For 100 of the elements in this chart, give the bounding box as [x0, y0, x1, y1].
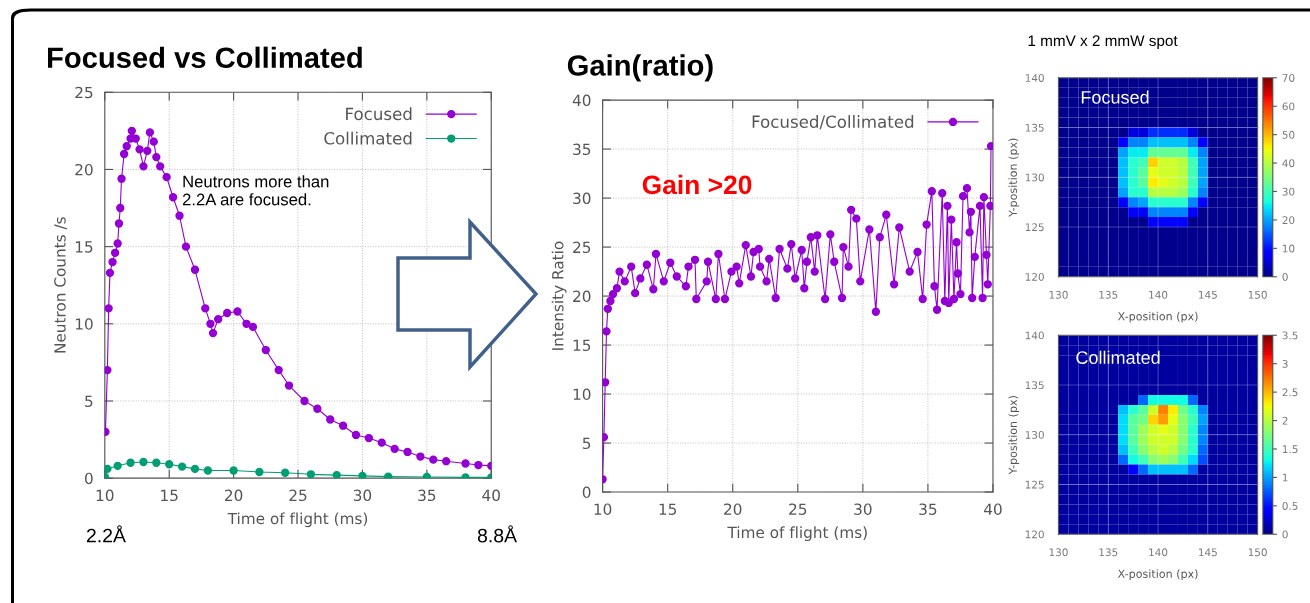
- x-tick-label: 135: [1099, 290, 1118, 299]
- point: [274, 365, 283, 375]
- point: [364, 433, 374, 443]
- x-axis-title: Time of flight (ms): [227, 512, 368, 528]
- point: [145, 128, 155, 137]
- point: [190, 265, 200, 274]
- point: [429, 455, 438, 464]
- color-bar-label: 2.5: [1282, 388, 1298, 397]
- color-bar-label: 40: [1282, 159, 1295, 168]
- point: [104, 304, 113, 313]
- y-tick-label: 120: [1025, 530, 1044, 539]
- point: [280, 468, 290, 477]
- y-tick-label: 0: [84, 472, 93, 485]
- point: [201, 304, 210, 313]
- point: [284, 381, 294, 390]
- point: [474, 460, 483, 470]
- x-axis-title: Time of flight (ms): [727, 526, 867, 542]
- point: [338, 421, 348, 430]
- point: [117, 174, 126, 183]
- y-tick-label: 135: [1025, 381, 1044, 390]
- annotation: Focused: [1081, 90, 1149, 104]
- annotation: Gain >20: [642, 174, 752, 195]
- point: [139, 457, 148, 467]
- color-bar-label: 1: [1282, 473, 1288, 482]
- point: [165, 460, 174, 469]
- point: [422, 472, 432, 479]
- point: [108, 257, 117, 267]
- point: [177, 462, 187, 471]
- y-tick-label: 125: [1025, 480, 1044, 489]
- color-bar-label: 0: [1282, 273, 1288, 281]
- point: [156, 162, 165, 171]
- point: [461, 459, 470, 468]
- point: [332, 470, 341, 479]
- legend-label: Collimated: [324, 131, 412, 145]
- point: [110, 248, 120, 257]
- point: [377, 438, 386, 447]
- x-axis-title: X-position (px): [1117, 569, 1198, 581]
- y-axis-title: Intensity Ratio: [551, 241, 567, 350]
- y-tick-label: 140: [1025, 74, 1044, 82]
- color-bar-label: 50: [1282, 130, 1295, 139]
- point: [143, 146, 152, 156]
- y-axis-title: Neutron Counts /s: [54, 217, 67, 353]
- point: [326, 415, 335, 424]
- point: [181, 242, 191, 251]
- point: [105, 268, 115, 278]
- color-bar-label: 3: [1282, 359, 1288, 368]
- point: [119, 149, 129, 159]
- x-tick-label: 15: [161, 489, 178, 502]
- point: [213, 315, 223, 324]
- point: [116, 203, 125, 213]
- y-tick-label: 10: [75, 318, 93, 330]
- point: [233, 307, 242, 316]
- y-tick-label: 30: [573, 192, 591, 205]
- color-bar-label: 20: [1282, 216, 1295, 225]
- color-bar-label: 10: [1282, 244, 1295, 253]
- point: [416, 452, 425, 461]
- x-tick-label: 10: [594, 503, 612, 515]
- point: [114, 219, 124, 228]
- y-tick-label: 120: [1025, 273, 1044, 281]
- y-tick-label: 25: [573, 241, 591, 254]
- annotation: Collimated: [1076, 350, 1160, 364]
- y-axis-title: Y-position (px): [1008, 138, 1020, 217]
- x-tick-label: 35: [919, 503, 937, 515]
- point: [104, 464, 112, 474]
- point: [113, 239, 122, 248]
- point: [208, 328, 218, 338]
- point: [255, 467, 264, 477]
- color-bar-label: 70: [1282, 74, 1295, 82]
- y-tick-label: 135: [1025, 123, 1044, 132]
- x-tick-label: 40: [482, 489, 500, 502]
- point: [104, 365, 112, 375]
- point: [162, 172, 171, 182]
- y-tick-label: 125: [1025, 223, 1044, 232]
- x-tick-label: 35: [418, 489, 436, 502]
- color-bar-label: 3.5: [1282, 331, 1298, 340]
- point: [390, 444, 399, 454]
- point: [168, 193, 178, 202]
- point: [248, 322, 258, 332]
- y-tick-label: 25: [75, 86, 93, 99]
- x-tick-label: 150: [1248, 290, 1267, 299]
- text: 8.8Å: [477, 525, 518, 543]
- point: [229, 466, 238, 475]
- point: [149, 137, 158, 146]
- point: [223, 308, 232, 318]
- point: [261, 345, 270, 355]
- chart-title: Focused vs Collimated: [48, 46, 362, 69]
- point: [152, 458, 161, 467]
- point: [122, 142, 131, 151]
- y-tick-label: 15: [573, 339, 591, 352]
- point: [403, 447, 412, 457]
- point: [127, 126, 137, 136]
- chart-title: 1 mmV x 2 mmW spot: [1028, 35, 1178, 50]
- y-tick-label: 140: [1025, 331, 1044, 340]
- color-bar-label: 1.5: [1282, 445, 1298, 454]
- x-tick-label: 145: [1199, 548, 1217, 557]
- y-tick-label: 20: [75, 163, 93, 176]
- point: [441, 457, 451, 466]
- y-axis-title: Y-position (px): [1008, 396, 1020, 475]
- x-tick-label: 15: [659, 503, 677, 515]
- x-tick-label: 20: [724, 503, 742, 515]
